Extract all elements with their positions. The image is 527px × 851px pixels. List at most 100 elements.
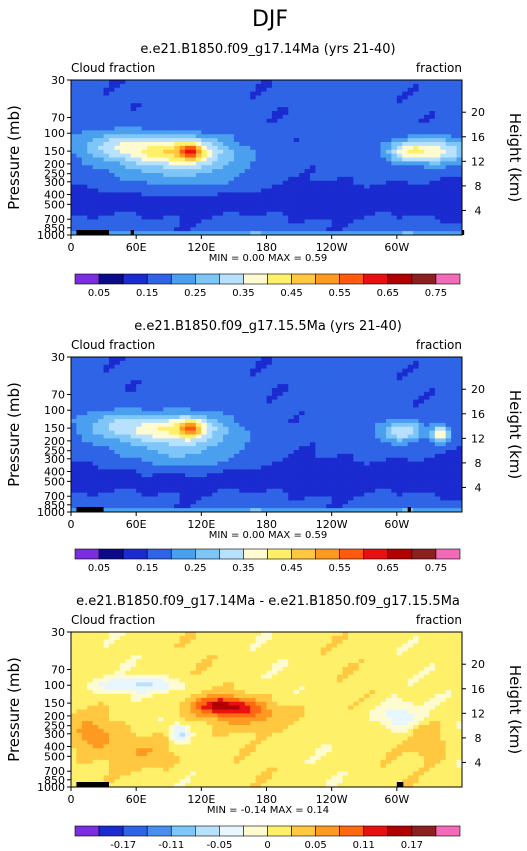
colorbar-swatch (435, 825, 461, 837)
x-tick-label: 120E (187, 793, 215, 806)
y-tick-label: 850 (44, 499, 65, 512)
y-tick-label: 850 (44, 222, 65, 235)
colorbar-label: 0.75 (425, 288, 447, 299)
colorbar-swatch (243, 548, 268, 560)
x-tick-label: 0 (68, 793, 75, 806)
colorbar-swatch (74, 825, 100, 837)
colorbar-label: 0.75 (425, 563, 447, 574)
height-tick-label: 8 (475, 457, 482, 470)
y-tick-label: 100 (44, 679, 65, 692)
colorbar-swatch (195, 548, 220, 560)
colorbar-swatch (219, 548, 244, 560)
height-tick-label: 12 (471, 707, 485, 720)
y-tick-label: 150 (44, 697, 65, 710)
panel-title: e.e21.B1850.f09_g17.14Ma - e.e21.B1850.f… (76, 594, 460, 609)
colorbar-swatch (267, 273, 292, 285)
colorbar-label: 0.25 (184, 563, 206, 574)
y-tick-label: 700 (44, 213, 65, 226)
colorbar-swatch (411, 273, 437, 285)
x-tick-label: 180 (256, 793, 277, 806)
x-tick-label: 60E (126, 241, 147, 254)
x-tick-label: 120W (316, 241, 348, 254)
height-tick-label: 16 (471, 131, 485, 144)
colorbar: 0.05 0.15 0.25 0.35 0.45 0.55 0.65 0.75 (74, 273, 461, 299)
x-tick-label: 60W (384, 793, 409, 806)
colorbar-label: 0.25 (184, 288, 206, 299)
y-tick-label: 150 (44, 145, 65, 158)
colorbar-label: 0.15 (136, 563, 158, 574)
colorbar-label: 0.65 (377, 563, 399, 574)
right-label: fraction (416, 613, 462, 627)
height-tick-label: 20 (471, 106, 485, 119)
cloud-fraction-field (71, 632, 462, 787)
topography-mask (76, 782, 110, 787)
y-tick-label: 400 (44, 740, 65, 753)
y-tick-label: 100 (44, 404, 65, 417)
topography-mask (407, 507, 411, 512)
colorbar-swatch (74, 273, 100, 285)
colorbar-swatch (170, 548, 196, 560)
colorbar-label: 0.15 (136, 288, 158, 299)
colorbar-swatch (315, 273, 340, 285)
x-tick-label: 120E (187, 241, 215, 254)
panels-container: e.e21.B1850.f09_g17.14Ma (yrs 21-40) Clou… (5, 42, 524, 851)
y-axis-label: Pressure (mb) (5, 382, 23, 487)
x-tick-label: 60W (384, 518, 409, 531)
panel-3: e.e21.B1850.f09_g17.14Ma - e.e21.B1850.f… (5, 594, 524, 851)
y-tick-label: 500 (44, 750, 65, 763)
y-tick-label: 300 (44, 728, 65, 741)
colorbar-swatch (98, 548, 124, 560)
right-label: fraction (416, 338, 462, 352)
colorbar-swatch (98, 273, 124, 285)
panel-2: e.e21.B1850.f09_g17.15.5Ma (yrs 21-40) Cl… (5, 319, 524, 574)
colorbar-swatch (315, 825, 340, 837)
colorbar-swatch (363, 273, 389, 285)
colorbar-label: 0.05 (88, 288, 110, 299)
y-tick-label: 1000 (37, 506, 65, 519)
height-tick-label: 20 (471, 383, 485, 396)
y-axis-label: Pressure (mb) (5, 657, 23, 762)
height-tick-label: 8 (475, 732, 482, 745)
height-tick-label: 4 (475, 756, 482, 769)
height-tick-label: 16 (471, 408, 485, 421)
figure-title: DJF (252, 7, 288, 32)
y-tick-label: 250 (44, 445, 65, 458)
colorbar-swatch (98, 825, 124, 837)
y-tick-label: 70 (51, 111, 65, 124)
left-label: Cloud fraction (71, 613, 155, 627)
colorbar-label: 0.55 (329, 563, 351, 574)
x-tick-label: 180 (256, 241, 277, 254)
colorbar-label: 0.05 (304, 840, 326, 851)
height-tick-label: 16 (471, 683, 485, 696)
y-tick-label: 1000 (37, 229, 65, 242)
colorbar-label: 0 (264, 840, 270, 851)
y-tick-label: 500 (44, 198, 65, 211)
colorbar-swatch (339, 825, 365, 837)
colorbar-label: 0.45 (280, 563, 302, 574)
panel-title: e.e21.B1850.f09_g17.15.5Ma (yrs 21-40) (134, 319, 402, 334)
x-tick-label: 60E (126, 793, 147, 806)
y-tick-label: 500 (44, 475, 65, 488)
y-tick-label: 400 (44, 465, 65, 478)
colorbar-swatch (315, 548, 340, 560)
colorbar-swatch (267, 548, 292, 560)
x-tick-label: 0 (68, 518, 75, 531)
topography-mask (396, 782, 404, 787)
height-tick-label: 4 (475, 481, 482, 494)
colorbar-swatch (219, 273, 244, 285)
topography-mask (462, 230, 465, 235)
y-tick-label: 200 (44, 158, 65, 171)
colorbar-label: 0.65 (377, 288, 399, 299)
colorbar-swatch (195, 273, 220, 285)
cloud-fraction-field (71, 357, 462, 512)
colorbar-swatch (146, 273, 172, 285)
colorbar-label: 0.17 (401, 840, 423, 851)
y-tick-label: 200 (44, 435, 65, 448)
y-axis-label: Pressure (mb) (5, 105, 23, 210)
x-tick-label: 120W (316, 793, 348, 806)
colorbar-swatch (243, 273, 268, 285)
colorbar-swatch (146, 825, 172, 837)
min-max-text: MIN = -0.14 MAX = 0.14 (207, 805, 329, 816)
colorbar-swatch (291, 273, 316, 285)
